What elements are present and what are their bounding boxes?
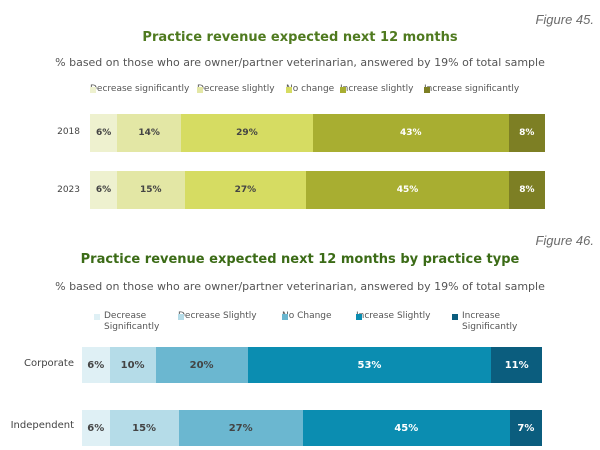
bar-segment: 27%	[178, 410, 303, 446]
legend-label: No Change	[282, 311, 332, 321]
bar-segment: 45%	[306, 171, 509, 209]
legend-label: Decrease Significantly	[104, 311, 160, 332]
legend-item: Decrease Significantly	[94, 311, 174, 333]
data-label: 7%	[517, 422, 535, 434]
stacked-bar-independent: 6% 15% 27% 45% 7%	[82, 410, 542, 446]
bar-segment: 8%	[508, 171, 545, 209]
bar-segment: 53%	[247, 347, 492, 383]
legend-swatch	[178, 314, 184, 320]
data-label: 43%	[399, 128, 422, 138]
bar-segment: 45%	[302, 410, 510, 446]
data-label: 53%	[357, 359, 382, 371]
legend-swatch	[286, 87, 292, 93]
data-label: 8%	[519, 185, 535, 195]
legend-item: Increase significantly	[424, 84, 519, 94]
data-label: 14%	[138, 128, 160, 138]
bar-segment: 29%	[180, 114, 313, 152]
data-label: 15%	[132, 422, 157, 434]
legend-label: Decrease slightly	[197, 84, 275, 94]
legend-swatch	[197, 87, 203, 93]
bar-segment: 11%	[491, 347, 542, 383]
legend-item: No Change	[282, 311, 332, 321]
data-label: 6%	[95, 185, 112, 195]
row-label: Corporate	[24, 358, 74, 369]
data-label: 6%	[87, 422, 105, 434]
data-label: 6%	[96, 128, 112, 138]
legend-swatch	[356, 314, 362, 320]
data-label: 15%	[140, 185, 162, 195]
bar-segment: 20%	[155, 347, 248, 383]
data-label: 20%	[189, 359, 214, 371]
legend-item: Increase Significantly	[452, 311, 532, 333]
bar-segment: 7%	[509, 410, 542, 446]
legend-item: Decrease significantly	[90, 84, 189, 94]
bar-segment: 6%	[82, 410, 110, 446]
data-label: 29%	[236, 128, 258, 138]
chart-subtitle: % based on those who are owner/partner v…	[55, 56, 545, 69]
figure-label: Figure 46.	[535, 233, 594, 248]
stacked-bar-2018: 6% 14% 29% 43% 8%	[90, 114, 545, 152]
legend-label: No change	[286, 84, 335, 94]
data-label: 6%	[87, 359, 105, 371]
bar-segment: 43%	[312, 114, 509, 152]
legend-label: Increase Significantly	[462, 311, 518, 332]
bar-segment: 14%	[117, 114, 181, 152]
data-label: 27%	[228, 422, 253, 434]
legend-label: Increase slightly	[340, 84, 414, 94]
legend-swatch	[282, 314, 288, 320]
legend-swatch	[424, 87, 430, 93]
bar-segment: 6%	[90, 114, 118, 152]
legend-label: Decrease Slightly	[178, 311, 257, 321]
bar-segment: 10%	[109, 347, 156, 383]
row-label: 2018	[57, 127, 80, 137]
data-label: 27%	[234, 185, 257, 195]
legend-swatch	[340, 87, 346, 93]
bar-segment: 8%	[508, 114, 545, 152]
legend-item: Decrease Slightly	[178, 311, 257, 321]
bar-segment: 6%	[90, 171, 118, 209]
chart-title: Practice revenue expected next 12 months	[142, 30, 458, 45]
data-label: 8%	[519, 128, 535, 138]
row-label: Independent	[10, 420, 74, 431]
bar-segment: 6%	[82, 347, 110, 383]
legend-item: Decrease slightly	[197, 84, 275, 94]
legend-item: Increase slightly	[340, 84, 413, 94]
legend-swatch	[94, 314, 100, 320]
bar-segment: 15%	[117, 171, 185, 209]
figure-label: Figure 45.	[535, 12, 594, 27]
data-label: 10%	[120, 359, 145, 371]
legend-item: Increase Slightly	[356, 311, 430, 321]
stacked-bar-2023: 6% 15% 27% 45% 8%	[90, 171, 545, 209]
legend-item: No change	[286, 84, 334, 94]
legend-swatch	[452, 314, 458, 320]
stacked-bar-corporate: 6% 10% 20% 53% 11%	[82, 347, 542, 383]
data-label: 45%	[394, 422, 419, 434]
chart-title: Practice revenue expected next 12 months…	[80, 252, 520, 267]
bar-segment: 15%	[109, 410, 179, 446]
data-label: 11%	[504, 359, 529, 371]
row-label: 2023	[57, 185, 80, 195]
bar-segment: 27%	[184, 171, 307, 209]
legend-label: Decrease significantly	[90, 84, 190, 94]
chart-subtitle: % based on those who are owner/partner v…	[55, 280, 545, 293]
legend-label: Increase significantly	[424, 84, 520, 94]
legend-label: Increase Slightly	[356, 311, 431, 321]
legend-swatch	[90, 87, 96, 93]
data-label: 45%	[396, 185, 419, 195]
